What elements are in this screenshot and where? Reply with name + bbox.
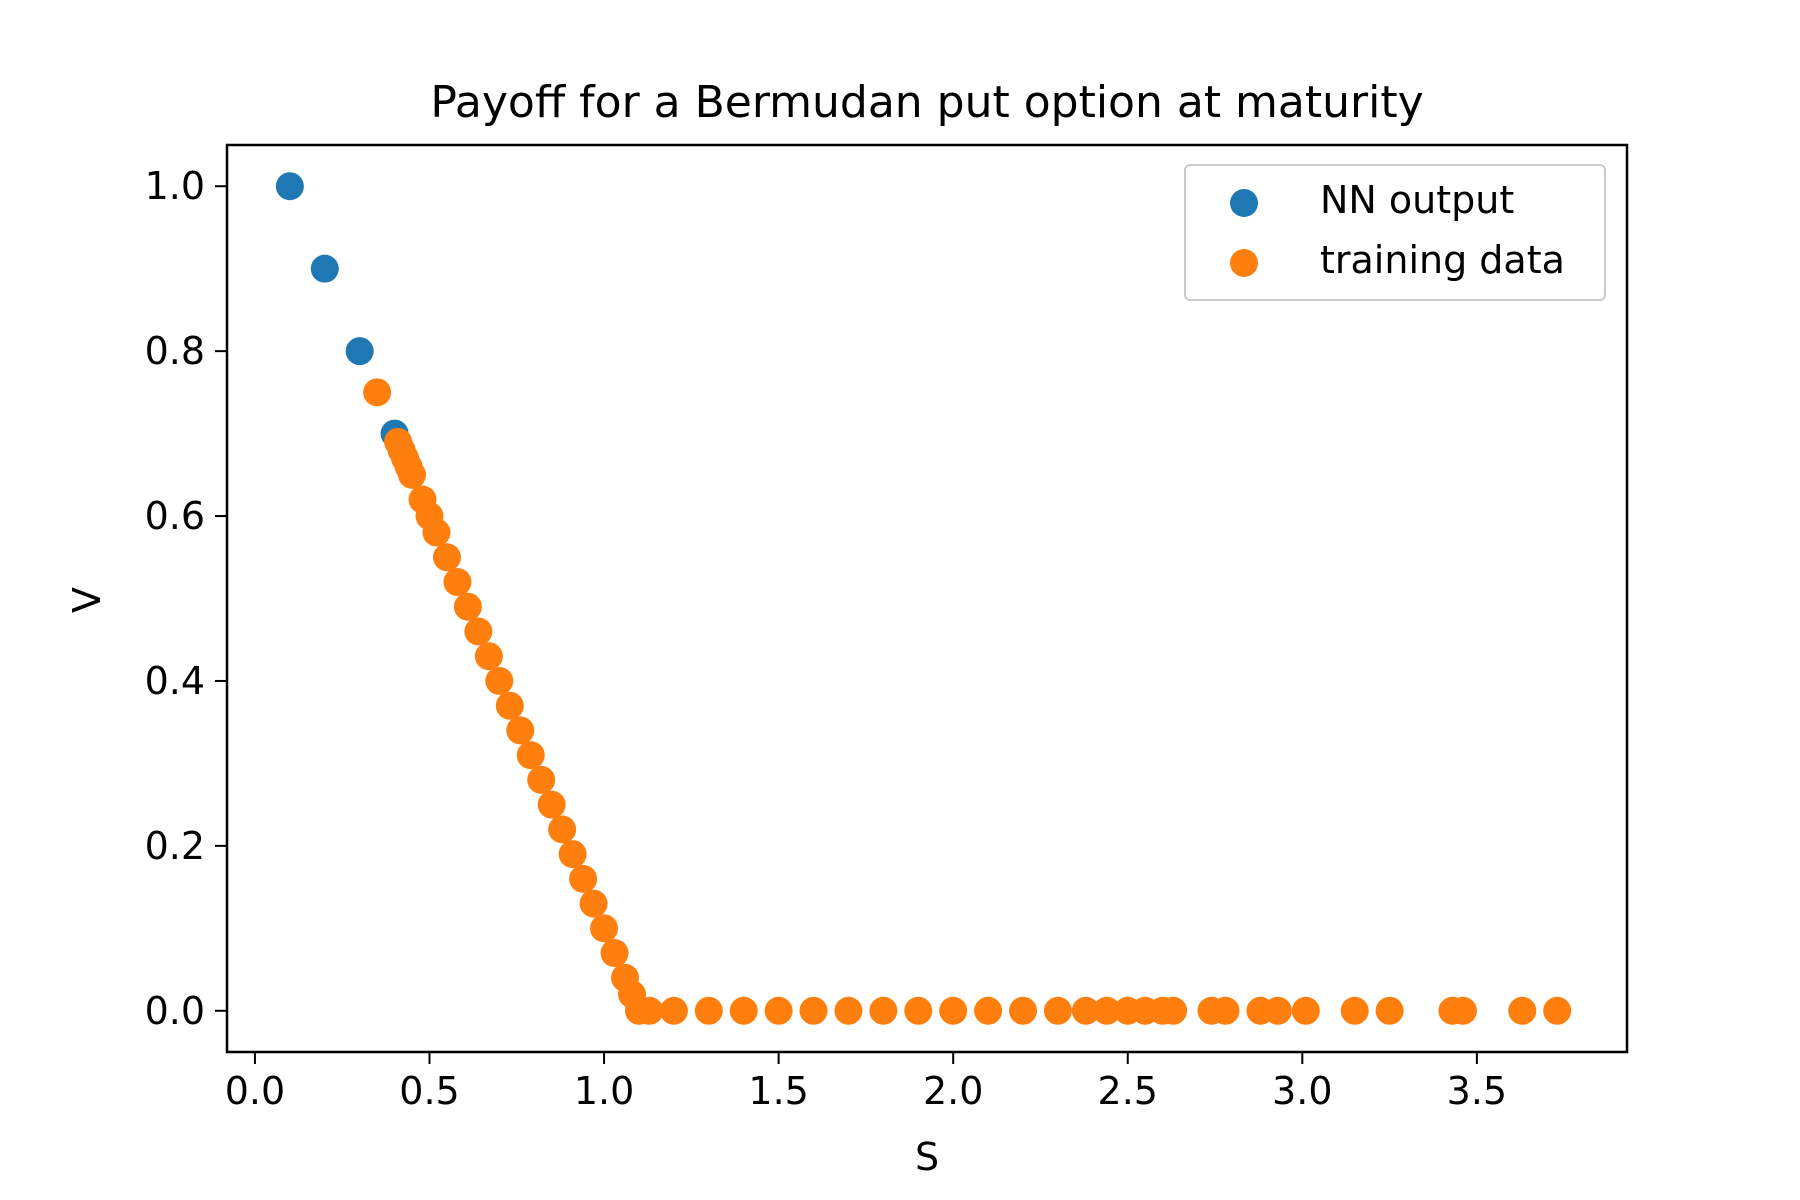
data-point: [1508, 996, 1537, 1025]
x-tick-label: 2.0: [923, 1069, 983, 1113]
series-0: [275, 172, 409, 448]
data-point: [659, 996, 688, 1025]
data-point: [1448, 996, 1477, 1025]
data-point: [600, 939, 629, 968]
data-point: [1291, 996, 1320, 1025]
data-point: [398, 460, 427, 489]
legend-label-training-data: training data: [1320, 238, 1565, 282]
x-axis: 0.0 0.5 1.0 1.5 2.0 2.5 3.0 3.5: [225, 1052, 1507, 1113]
data-point: [363, 378, 392, 407]
data-point: [1009, 996, 1038, 1025]
y-axis-label: V: [65, 587, 109, 613]
data-point: [443, 568, 472, 597]
data-point: [495, 691, 524, 720]
data-point: [1263, 996, 1292, 1025]
plot-area: [275, 172, 1572, 1025]
x-tick-label: 1.0: [574, 1069, 634, 1113]
data-point: [904, 996, 933, 1025]
data-point: [799, 996, 828, 1025]
data-point: [558, 840, 587, 869]
data-point: [694, 996, 723, 1025]
x-tick-label: 3.5: [1447, 1069, 1507, 1113]
data-point: [474, 642, 503, 671]
x-tick-label: 2.5: [1098, 1069, 1158, 1113]
y-tick-label: 0.4: [145, 659, 205, 703]
data-point: [432, 543, 461, 572]
legend-frame: [1184, 164, 1606, 301]
legend-marker-nn-output: [1230, 189, 1258, 217]
x-tick-label: 3.0: [1272, 1069, 1332, 1113]
y-tick-label: 1.0: [145, 164, 205, 208]
x-tick-label: 0.0: [225, 1069, 285, 1113]
data-point: [1375, 996, 1404, 1025]
data-point: [1159, 996, 1188, 1025]
y-tick-label: 0.0: [145, 989, 205, 1033]
x-tick-label: 1.5: [748, 1069, 808, 1113]
data-point: [1071, 996, 1100, 1025]
data-point: [345, 337, 374, 366]
data-point: [548, 815, 577, 844]
data-point: [1043, 996, 1072, 1025]
data-point: [590, 914, 619, 943]
y-axis: 0.0 0.2 0.4 0.6 0.8 1.0: [145, 164, 227, 1033]
plot-frame: [225, 143, 1629, 1054]
data-point: [1543, 996, 1572, 1025]
data-point: [527, 765, 556, 794]
data-point: [974, 996, 1003, 1025]
legend-label-nn-output: NN output: [1320, 178, 1514, 222]
data-point: [869, 996, 898, 1025]
y-tick-label: 0.2: [145, 824, 205, 868]
x-axis-label: S: [915, 1135, 939, 1179]
data-point: [939, 996, 968, 1025]
data-point: [635, 996, 664, 1025]
data-point: [569, 864, 598, 893]
y-tick-label: 0.6: [145, 494, 205, 538]
data-point: [834, 996, 863, 1025]
data-point: [485, 666, 514, 695]
data-point: [422, 518, 451, 547]
legend: NN output training data: [1184, 164, 1606, 301]
data-point: [1211, 996, 1240, 1025]
data-point: [1340, 996, 1369, 1025]
data-point: [464, 617, 493, 646]
data-point: [506, 716, 535, 745]
chart-title: Payoff for a Bermudan put option at matu…: [430, 77, 1423, 128]
data-point: [764, 996, 793, 1025]
legend-marker-training-data: [1230, 249, 1258, 277]
data-point: [310, 254, 339, 283]
data-point: [453, 592, 482, 621]
data-point: [516, 741, 545, 770]
series-1: [363, 378, 1572, 1025]
y-tick-label: 0.8: [145, 329, 205, 373]
data-point: [537, 790, 566, 819]
data-point: [275, 172, 304, 201]
data-point: [579, 889, 608, 918]
x-tick-label: 0.5: [399, 1069, 459, 1113]
data-point: [1092, 996, 1121, 1025]
data-point: [729, 996, 758, 1025]
